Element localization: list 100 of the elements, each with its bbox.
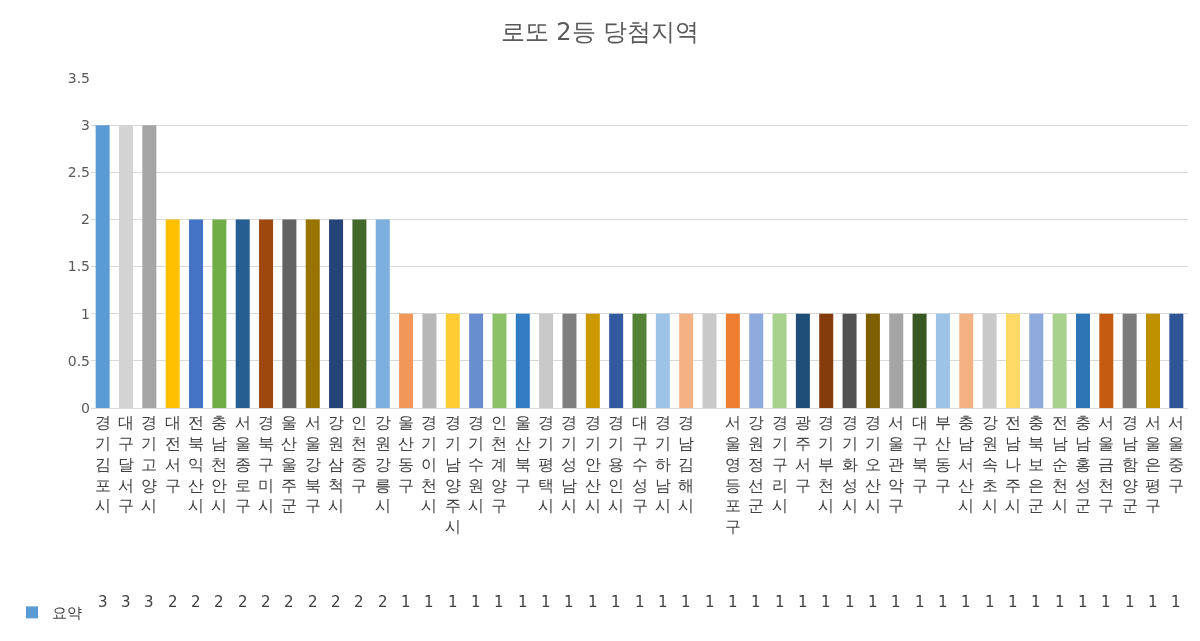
x-tick-label: 부산동구 [934, 413, 951, 495]
data-label: 3 [121, 593, 131, 611]
bar [819, 313, 834, 408]
x-tick-label: 경기화성시 [841, 413, 858, 516]
x-tick-label: 대구달서구 [118, 413, 135, 516]
bar [1052, 313, 1067, 408]
bar [1122, 313, 1137, 408]
x-tick-label: 경기이천시 [421, 413, 438, 516]
data-label: 3 [144, 593, 154, 611]
bar [982, 313, 997, 408]
data-label: 1 [1008, 593, 1018, 611]
data-label: 1 [471, 593, 481, 611]
bar [1145, 313, 1160, 408]
data-label: 1 [868, 593, 878, 611]
y-tick-label: 0 [81, 399, 90, 416]
data-label: 1 [1031, 593, 1041, 611]
x-tick-label: 강원속초시 [981, 413, 998, 516]
bar [842, 313, 857, 408]
bar [95, 125, 110, 408]
data-label: 1 [494, 593, 504, 611]
data-label: 1 [845, 593, 855, 611]
data-label: 2 [331, 593, 341, 611]
bar [212, 219, 227, 408]
bar [259, 219, 274, 408]
x-tick-label: 서울중구 [1168, 413, 1185, 495]
x-tick-label: 전남순천시 [1051, 413, 1068, 516]
data-label: 2 [284, 593, 294, 611]
data-label: 1 [1171, 593, 1181, 611]
bar [1075, 313, 1090, 408]
x-tick-label: 서울금천구 [1098, 413, 1115, 516]
data-label: 2 [238, 593, 248, 611]
bar [702, 313, 717, 408]
x-tick-label: 충남천안시 [211, 413, 228, 516]
data-label: 1 [1055, 593, 1065, 611]
data-label: 1 [401, 593, 411, 611]
bar [935, 313, 950, 408]
bar [679, 313, 694, 408]
data-label: 1 [611, 593, 621, 611]
x-tick-label: 인천계양구 [491, 413, 508, 516]
bar [725, 313, 740, 408]
bar [375, 219, 390, 408]
data-label: 1 [728, 593, 738, 611]
data-label: 1 [541, 593, 551, 611]
x-tick-label: 경기오산시 [864, 413, 881, 516]
legend-label: 요약 [52, 604, 83, 623]
x-tick-label: 경기부천시 [818, 413, 835, 516]
data-label: 1 [564, 593, 574, 611]
bar [165, 219, 180, 408]
data-label: 1 [635, 593, 645, 611]
x-tick-label: 서울은평구 [1144, 413, 1161, 516]
bar [609, 313, 624, 408]
x-tick-label: 경기남양주시 [444, 413, 461, 537]
data-label: 1 [1078, 593, 1088, 611]
x-tick-label: 경기수원시 [468, 413, 485, 516]
x-tick-label: 경기하남시 [654, 413, 671, 516]
bar [352, 219, 367, 408]
x-tick-label: 충남홍성군 [1074, 413, 1091, 516]
data-label: 1 [518, 593, 528, 611]
bar [282, 219, 297, 408]
bar [422, 313, 437, 408]
x-tick-label: 강원정선군 [748, 413, 765, 516]
bar [585, 313, 600, 408]
bar [562, 313, 577, 408]
x-tick-label: 경기용인시 [608, 413, 625, 516]
x-tick-label: 울산울주군 [281, 413, 298, 516]
y-tick-label: 3 [81, 117, 90, 134]
bar [655, 313, 670, 408]
bar [399, 313, 414, 408]
x-tick-label: 울산동구 [398, 413, 415, 495]
data-label: 2 [168, 593, 178, 611]
bar [445, 313, 460, 408]
chart-title: 로또 2등 당첨지역 [500, 18, 700, 47]
bar [959, 313, 974, 408]
bar [515, 313, 530, 408]
bar [749, 313, 764, 408]
x-tick-label: 대전서구 [164, 413, 181, 495]
bar [305, 219, 320, 408]
data-label: 1 [938, 593, 948, 611]
data-label: 2 [261, 593, 271, 611]
bar [795, 313, 810, 408]
x-tick-label: 광주서구 [794, 413, 811, 495]
x-tick-label: 경북구미시 [258, 413, 275, 516]
data-label: 2 [308, 593, 318, 611]
y-tick-label: 0.5 [67, 352, 90, 369]
data-label: 1 [1101, 593, 1111, 611]
x-tick-label: 서울영등포구 [724, 413, 741, 537]
y-tick-label: 1.5 [67, 258, 90, 275]
x-tick-label: 서울강북구 [304, 413, 321, 516]
data-label: 1 [751, 593, 761, 611]
x-tick-label: 충남서산시 [958, 413, 975, 516]
data-label: 1 [821, 593, 831, 611]
y-tick-label: 2.5 [67, 164, 90, 181]
bar [772, 313, 787, 408]
bar [632, 313, 647, 408]
y-tick-label: 3.5 [67, 69, 90, 86]
data-label: 1 [705, 593, 715, 611]
x-tick-label: 울산북구 [514, 413, 531, 495]
x-tick-label: 서울종로구 [234, 413, 251, 516]
data-label: 3 [98, 593, 108, 611]
x-tick-label: 경기구리시 [771, 413, 788, 516]
